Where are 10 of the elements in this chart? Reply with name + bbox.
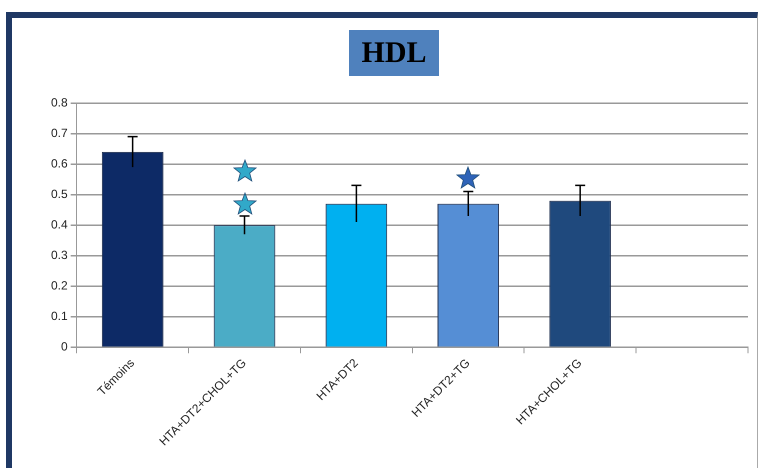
y-tick-label: 0.3 (50, 248, 68, 262)
y-tick-label: 0.4 (50, 217, 68, 232)
y-tick-label: 0.1 (50, 309, 68, 324)
y-tick-label: 0.8 (50, 95, 68, 110)
y-tick-label: 0.7 (50, 126, 68, 140)
y-tick-label: 0.5 (50, 186, 68, 201)
y-tick-label: 0.6 (50, 156, 68, 170)
chart-title: HDL (349, 30, 438, 76)
y-tick-label: 0 (60, 340, 68, 354)
y-tick-label: 0.2 (50, 278, 68, 292)
